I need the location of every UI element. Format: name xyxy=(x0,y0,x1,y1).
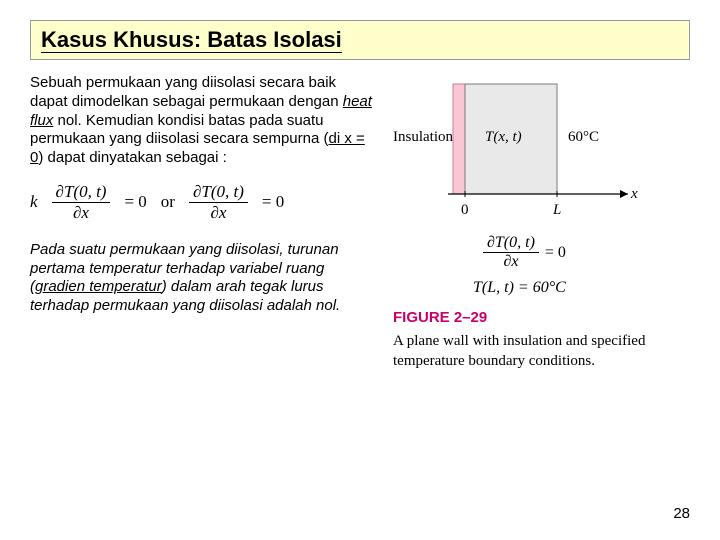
left-column: Sebuah permukaan yang diisolasi secara b… xyxy=(30,74,375,394)
label-x: x xyxy=(631,186,638,203)
eq-eq0a: = 0 xyxy=(124,192,146,212)
fig-eq1-num: ∂T(0, t) xyxy=(483,234,539,253)
eq-den-1: ∂x xyxy=(69,203,93,223)
eq-num-1: ∂T(0, t) xyxy=(52,182,111,203)
right-column: Insulation T(x, t) 60°C 0 L x ∂T(0, t) ∂… xyxy=(393,74,690,394)
p1-t2: nol. Kemudian kondisi batas pada suatu p… xyxy=(30,112,328,148)
eq-frac-2: ∂T(0, t) ∂x xyxy=(189,182,248,223)
figure-caption: A plane wall with insulation and specifi… xyxy=(393,332,663,371)
fig-eq1-frac: ∂T(0, t) ∂x xyxy=(483,234,539,271)
fig-eq1-den: ∂x xyxy=(499,253,522,271)
figure-svg xyxy=(393,74,663,244)
figure-number: FIGURE 2–29 xyxy=(393,309,663,326)
page-number: 28 xyxy=(673,505,690,522)
fig-eq2: T(L, t) = 60°C xyxy=(473,279,566,297)
eq-frac-1: ∂T(0, t) ∂x xyxy=(52,182,111,223)
eq-num-2: ∂T(0, t) xyxy=(189,182,248,203)
fig-eq1: ∂T(0, t) ∂x = 0 xyxy=(483,234,566,271)
label-right-temp: 60°C xyxy=(568,129,599,146)
p1-t1: Sebuah permukaan yang diisolasi secara b… xyxy=(30,74,343,110)
content-row: Sebuah permukaan yang diisolasi secara b… xyxy=(30,74,690,394)
eq-or: or xyxy=(161,192,175,212)
label-L: L xyxy=(553,202,561,219)
figure-caption-block: FIGURE 2–29 A plane wall with insulation… xyxy=(393,309,663,371)
paragraph-1: Sebuah permukaan yang diisolasi secara b… xyxy=(30,74,375,168)
fig-eq1-rhs: = 0 xyxy=(545,244,566,262)
equation-row: k ∂T(0, t) ∂x = 0 or ∂T(0, t) ∂x = 0 xyxy=(30,182,375,223)
paragraph-2: Pada suatu permukaan yang diisolasi, tur… xyxy=(30,241,375,316)
eq-eq0b: = 0 xyxy=(262,192,284,212)
label-zero: 0 xyxy=(461,202,469,219)
title-box: Kasus Khusus: Batas Isolasi xyxy=(30,20,690,60)
figure: Insulation T(x, t) 60°C 0 L x ∂T(0, t) ∂… xyxy=(393,74,663,394)
label-insulation: Insulation xyxy=(393,129,453,146)
eq-den-2: ∂x xyxy=(206,203,230,223)
slide-title: Kasus Khusus: Batas Isolasi xyxy=(41,27,342,53)
p2-grad: gradien temperatur xyxy=(35,278,162,295)
label-Txt: T(x, t) xyxy=(485,129,522,146)
eq-k: k xyxy=(30,192,38,212)
p1-t3: ) dapat dinyatakan sebagai : xyxy=(38,149,226,166)
